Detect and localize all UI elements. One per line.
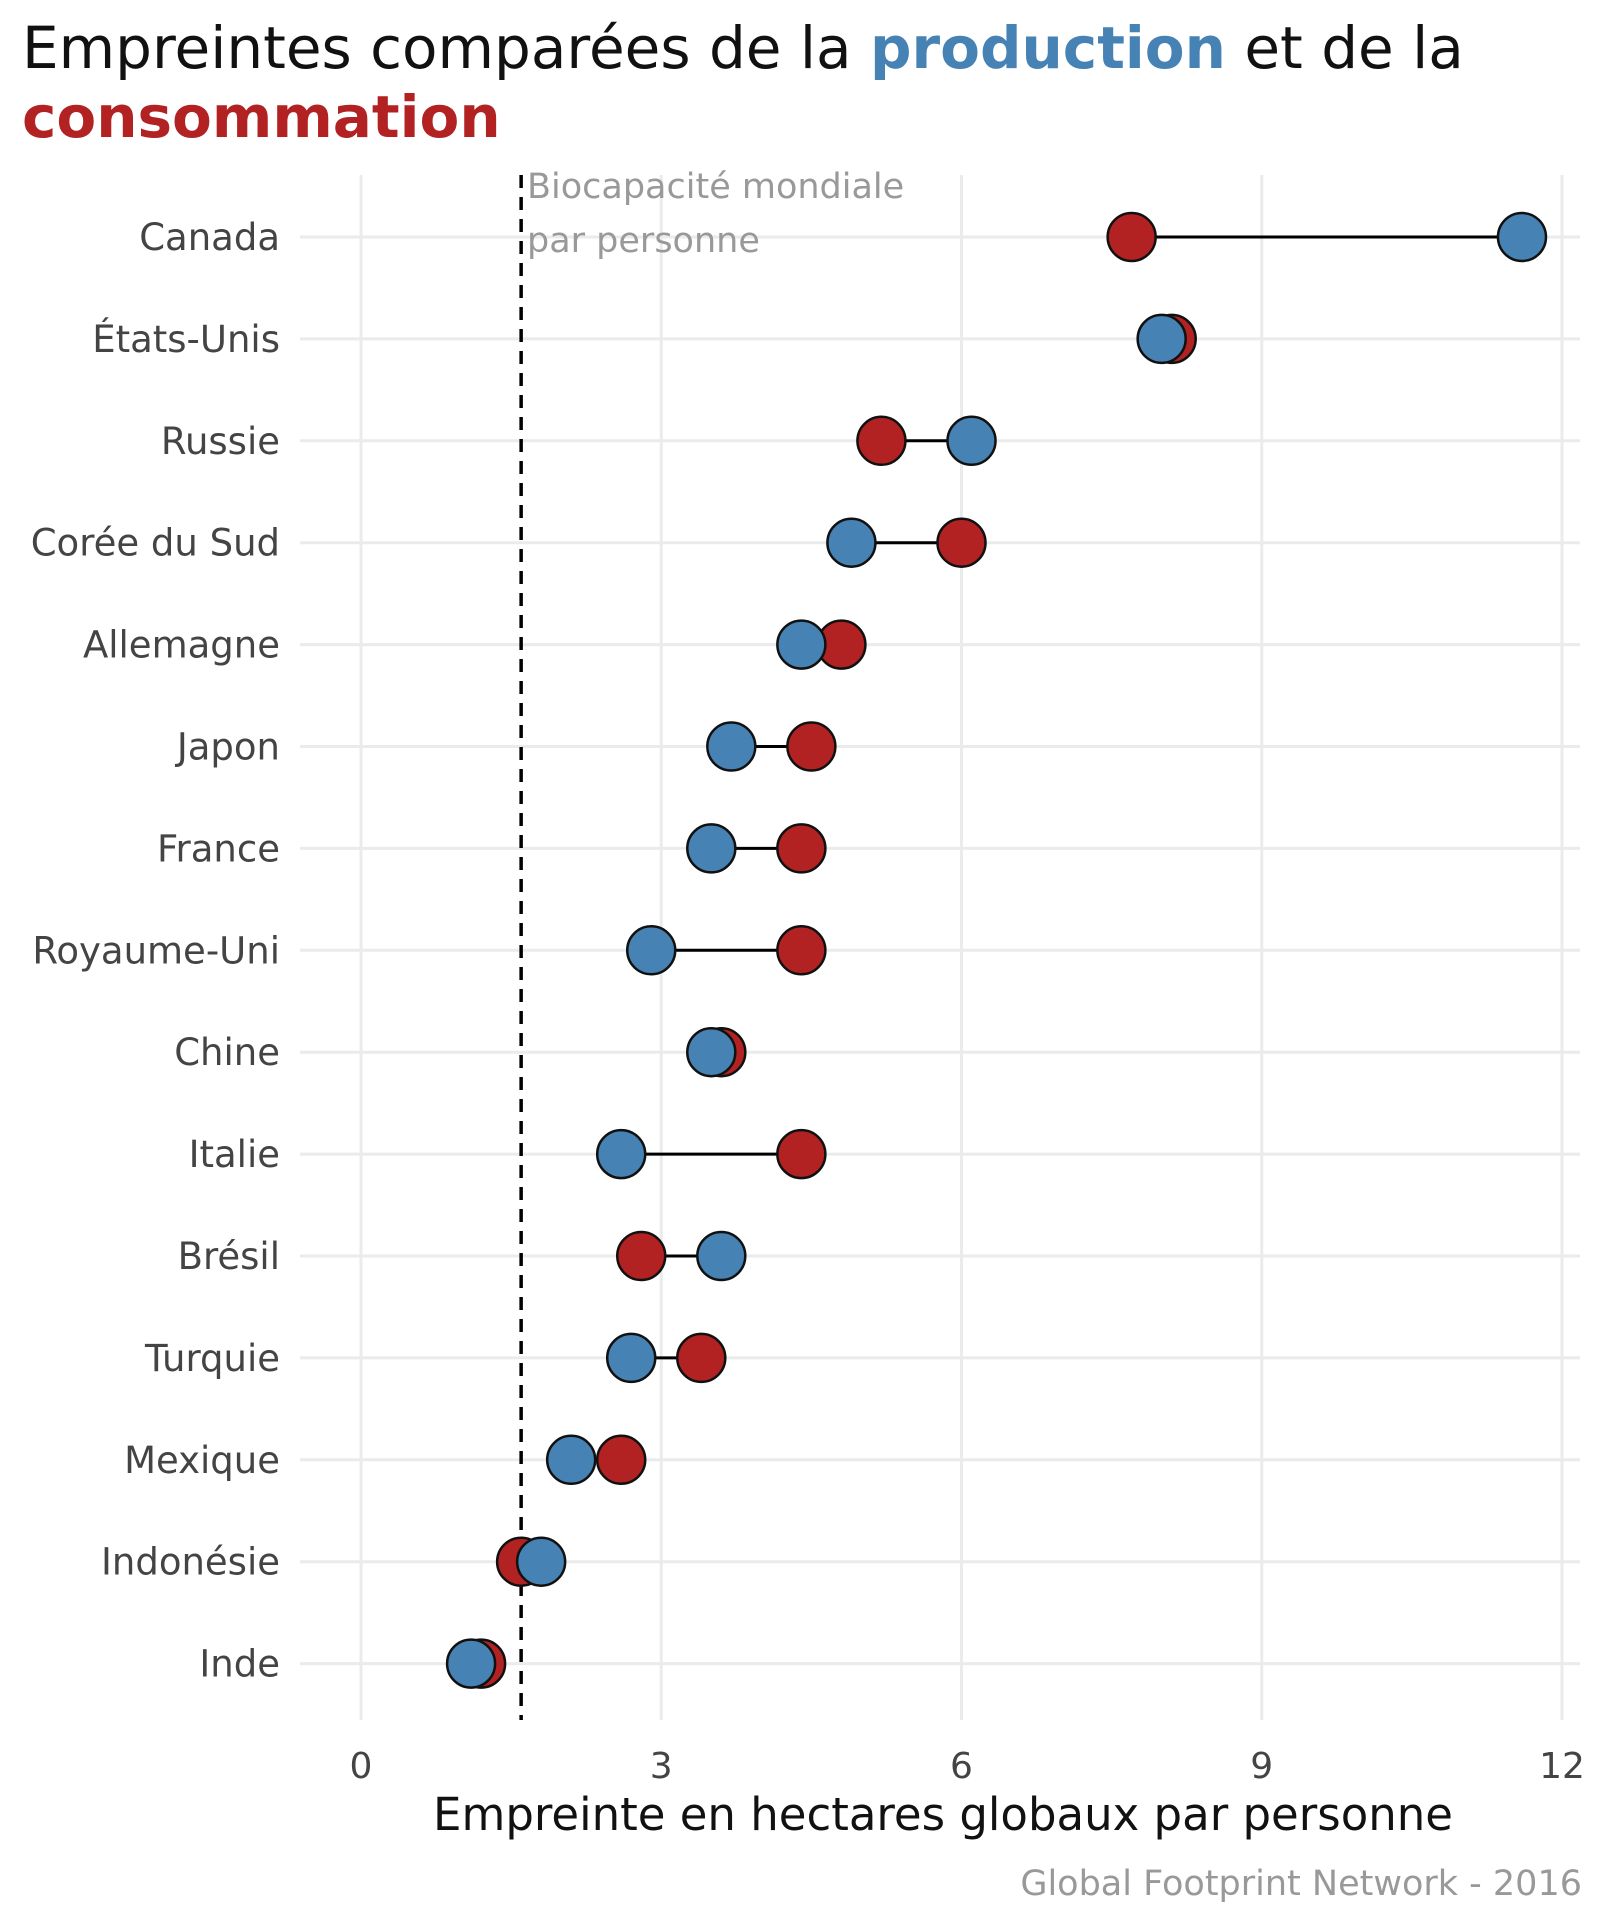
title-part-consumption: consommation	[22, 83, 501, 151]
category-label-5: Japon	[175, 726, 280, 769]
consumption-point-2	[856, 415, 907, 467]
x-tick-label-0: 0	[350, 1746, 373, 1787]
production-point-10	[696, 1230, 747, 1282]
production-point-5	[706, 721, 757, 772]
chart-title-line1: Empreintes comparées de la production et…	[22, 14, 1464, 82]
x-tick-label-1: 3	[650, 1746, 673, 1787]
consumption-point-11	[676, 1332, 727, 1384]
category-label-13: Indonésie	[101, 1541, 280, 1584]
consumption-point-0	[1106, 211, 1157, 263]
production-point-8	[686, 1026, 737, 1078]
annotation-line-2: par personne	[527, 221, 760, 261]
x-axis-label: Empreinte en hectares globaux par person…	[433, 1788, 1453, 1841]
category-label-8: Chine	[174, 1031, 280, 1074]
production-point-6	[686, 823, 737, 874]
category-label-11: Turquie	[144, 1337, 280, 1380]
category-label-10: Brésil	[178, 1235, 280, 1278]
production-point-11	[605, 1332, 657, 1384]
consumption-point-7	[776, 925, 827, 976]
annotation-line-1: Biocapacité mondiale	[527, 167, 904, 207]
category-label-1: États-Unis	[92, 317, 280, 361]
category-label-7: Royaume-Uni	[32, 929, 280, 972]
chart-caption: Global Footprint Network - 2016	[1020, 1864, 1582, 1904]
consumption-point-9	[776, 1128, 827, 1180]
production-point-12	[545, 1434, 597, 1486]
point-layer	[445, 211, 1548, 1689]
production-point-4	[776, 619, 827, 670]
title-part-1: Empreintes comparées de la	[22, 14, 870, 82]
production-point-13	[515, 1536, 567, 1587]
production-point-9	[595, 1128, 647, 1180]
title-part-production: production	[870, 14, 1226, 82]
production-point-3	[826, 517, 877, 568]
category-label-3: Corée du Sud	[31, 522, 280, 565]
category-label-12: Mexique	[124, 1439, 280, 1482]
production-point-1	[1136, 313, 1187, 365]
consumption-point-3	[936, 517, 987, 568]
x-tick-label-4: 12	[1539, 1746, 1585, 1787]
x-tick-label-2: 6	[950, 1746, 973, 1787]
production-point-7	[625, 925, 677, 976]
production-point-14	[445, 1638, 497, 1689]
label-layer: 0 3 6 9 12 Canada États-Unis Russie Corée du Sud…	[31, 216, 1585, 1787]
category-label-14: Inde	[199, 1643, 280, 1686]
production-point-2	[946, 415, 997, 467]
production-point-0	[1496, 211, 1548, 263]
grid-layer	[300, 175, 1580, 1720]
consumption-point-10	[615, 1230, 667, 1282]
category-label-6: France	[157, 827, 280, 870]
consumption-point-5	[786, 721, 837, 772]
category-label-9: Italie	[189, 1133, 280, 1176]
title-part-3: et de la	[1226, 14, 1464, 82]
consumption-point-12	[595, 1434, 647, 1486]
category-label-4: Allemagne	[83, 624, 280, 667]
consumption-point-6	[776, 823, 827, 874]
category-label-0: Canada	[139, 216, 280, 259]
x-tick-label-3: 9	[1250, 1746, 1273, 1787]
category-label-2: Russie	[161, 420, 280, 463]
